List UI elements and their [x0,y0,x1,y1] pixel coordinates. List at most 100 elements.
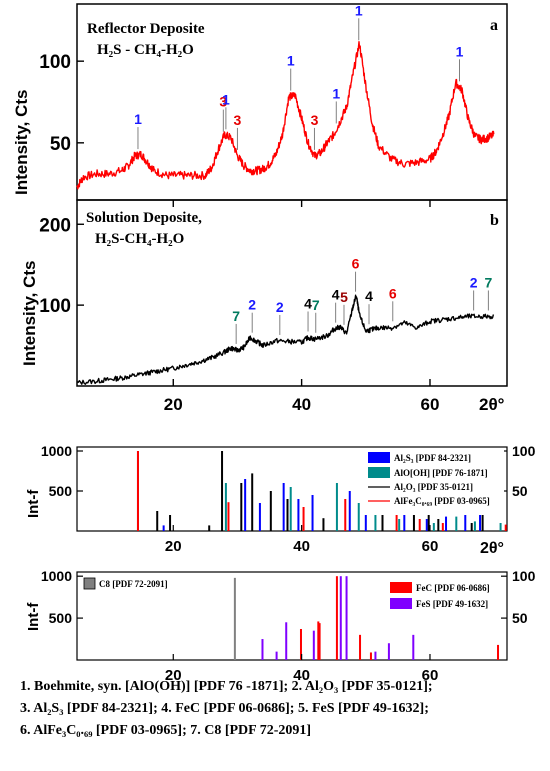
x-tick-label: 60 [422,538,439,555]
legend-swatch-c8 [83,577,96,590]
reference-bar [473,521,476,531]
peak-marker-label: 2 [248,297,256,313]
reference-bar [275,651,278,660]
reference-bar [244,479,247,531]
peak-marker-label: 4 [332,287,340,303]
reference-bar [504,524,507,531]
legend-swatch-fes [390,598,412,609]
panel-d-y-axis-label: Int-f [25,602,42,631]
reference-bar [251,473,254,531]
panel-b-x-ticks: 20 40 60 [164,200,440,414]
panel-a-letter: a [490,17,498,34]
reference-bar [302,507,305,531]
legend-swatch-fec [390,582,412,593]
reference-bar [269,491,272,531]
reference-bar [233,577,236,660]
reference-bar [464,515,467,531]
reference-bar [364,507,367,531]
reference-bar [261,639,264,660]
reference-bar [441,523,444,531]
panel-b-y-axis-label: Intensity, Cts [20,261,39,366]
caption-line-3: 6. AlFe₃C₀.₆₉ [PDF 03-0965]; 7. C8 [PDF … [20,723,312,738]
x-tick-label: 60 [421,395,440,414]
peak-marker-label: 1 [456,43,464,59]
x-tick-label: 20 [164,395,183,414]
panel-a-title-line1: Reflector Deposite [87,21,205,37]
x-tick-label: 40 [292,395,311,414]
y-tick-label-right: 100 [512,568,536,584]
legend-label-c8: C8 [PDF 72-2091] [99,579,168,589]
panel-d: 500 1000 50 100 20 40 60 Int-f C8 [PDF 72-2091… [25,568,536,680]
peak-marker-label: 3 [219,94,227,110]
panel-d-legend: C8 [PDF 72-2091] FeC [PDF 06-0686] FeS [… [83,577,490,609]
reference-bar [289,487,292,531]
legend-label-fec: FeC [PDF 06-0686] [416,583,490,593]
reference-bar [455,516,458,531]
reference-bar [427,508,430,531]
reference-bar [348,491,351,531]
peak-marker-label: 2 [470,274,478,290]
legend-label-alfe3c: AlFe₃C₀.₆₉ [PDF 03-0965] [394,496,490,506]
reference-bar [445,516,448,531]
panel-b-peak-markers: 72 2 4 74 564 62 7 [232,256,492,344]
peak-marker-label: 1 [222,91,230,107]
reference-bar [418,519,421,531]
reference-bar [224,483,227,531]
panel-c: 500 1000 50 100 20 40 60 Int-f 2θ° Al₂S₃ [PDF … [25,443,536,557]
caption-line-2: 3. Al₂S₃ [PDF 84-2321]; 4. FeC [PDF 06-0… [20,701,429,716]
panel-a-title-line2: H₂S - CH₄-H₂O [97,42,194,58]
y-tick-label-left: 1000 [41,443,72,459]
reference-bar [258,503,261,531]
y-tick-label: 100 [39,52,71,73]
reference-bar [374,515,377,531]
panel-b-x-axis-unit: 2θ° [479,395,505,414]
panel-c-ticks: 500 1000 50 100 20 40 60 [41,443,536,555]
reference-bar [403,513,406,531]
reference-bar [227,502,230,531]
reference-bar [322,518,325,531]
reference-bar [387,643,390,660]
panel-d-ticks: 500 1000 50 100 20 40 60 [41,568,536,680]
reference-bar [282,483,285,531]
reference-bar [318,623,321,660]
y-tick-label-right: 50 [512,483,528,499]
panel-b-pattern-line [76,294,495,385]
reference-bar [425,519,428,531]
figure-caption: 1. Boehmite, syn. [AlO(OH)] [PDF 76 -187… [20,676,545,742]
panel-c-x-axis-unit: 2θ° [480,540,504,557]
panel-b-frame [76,199,508,387]
panel-a-pattern-line [76,41,495,190]
panel-b-y-ticks: 100 200 [39,215,84,317]
peak-marker-label: 1 [134,111,142,127]
y-tick-label-left: 500 [49,483,73,499]
panel-c-legend: Al₂S₃ [PDF 84-2321] AlO[OH] [PDF 76-1871… [364,449,504,515]
reference-bar [136,451,139,531]
reference-bar [412,634,415,660]
x-tick-label: 20 [165,667,182,680]
reference-bar [311,495,314,531]
legend-label-al2s3: Al₂S₃ [PDF 84-2321] [394,453,471,463]
peak-marker-label: 7 [312,297,320,313]
reference-bar [395,515,398,531]
legend-label-alooh: AlO[OH] [PDF 76-1871] [394,468,488,478]
panel-d-reference-bars [233,576,500,660]
legend-label-fes: FeS [PDF 49-1632] [416,599,488,609]
panel-b-title-line1: Solution Deposite, [86,210,202,226]
reference-bar [499,523,502,531]
caption-line-1: 1. Boehmite, syn. [AlO(OH)] [PDF 76 -187… [20,679,433,694]
y-tick-label-right: 50 [512,610,528,626]
reference-bar [470,523,473,531]
reference-bar [398,519,401,531]
y-tick-label-left: 1000 [41,568,72,584]
panel-c-frame [76,446,508,532]
reference-bar [286,499,289,531]
reference-bar [497,644,500,660]
panel-a-y-axis-label: Intensity, Cts [12,90,31,195]
reference-bar [344,499,347,531]
panel-c-y-axis-label: Int-f [25,489,42,518]
reference-bar [299,628,302,660]
x-tick-label: 20 [165,538,182,555]
